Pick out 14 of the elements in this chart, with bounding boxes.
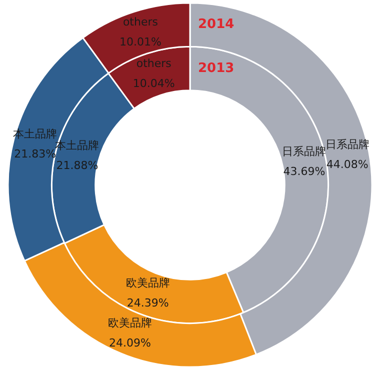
data-label: 43.69% xyxy=(283,164,326,178)
data-label: 10.01% xyxy=(119,36,162,49)
data-label: 24.39% xyxy=(126,296,169,310)
data-label: 44.08% xyxy=(326,158,368,172)
data-label: 10.04% xyxy=(132,77,175,90)
slice-label: 2014 xyxy=(198,17,234,32)
slice-label: 2013 xyxy=(198,60,234,76)
slice-label: 日系品牌 xyxy=(282,144,326,158)
slice-label: others xyxy=(122,16,158,29)
slice-label: 欧美品牌 xyxy=(126,276,170,290)
slice-label: others xyxy=(136,57,172,70)
data-label: 24.09% xyxy=(108,336,151,350)
slice-label: 日系品牌 xyxy=(325,138,370,152)
slice-label: 欧美品牌 xyxy=(108,316,152,330)
